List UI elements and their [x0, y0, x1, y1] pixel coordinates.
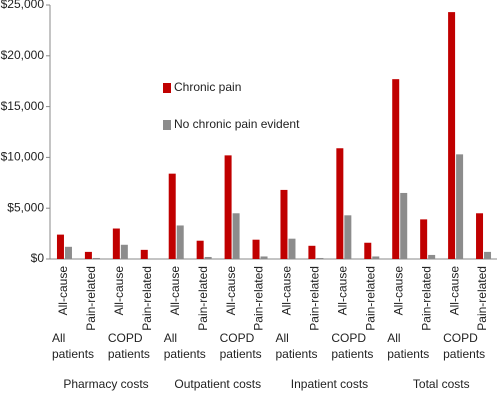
- legend-swatch: [163, 83, 171, 93]
- subgroup-label: COPD patients: [443, 331, 486, 361]
- x-tick-label: Pain-related: [475, 266, 489, 331]
- y-tick-label: $10,000: [1, 150, 45, 164]
- subgroup-label: All patients: [275, 331, 318, 361]
- x-tick-label: All-cause: [168, 266, 182, 316]
- x-tick-label: Pain-related: [196, 266, 210, 331]
- legend-swatch: [163, 120, 171, 130]
- bar: [204, 256, 212, 259]
- bar: [92, 257, 100, 259]
- bar: [484, 251, 492, 259]
- x-tick-label: Pain-related: [140, 266, 154, 331]
- x-tick-label: All-cause: [391, 266, 405, 316]
- bar: [112, 228, 120, 259]
- x-tick-label: All-cause: [447, 266, 461, 316]
- x-tick-label: All-cause: [112, 266, 126, 316]
- subgroup-label: All patients: [163, 331, 206, 361]
- group-label: Outpatient costs: [174, 377, 262, 391]
- bar: [344, 215, 352, 259]
- bar: [420, 219, 428, 259]
- x-tick-label: All-cause: [224, 266, 238, 316]
- bar: [84, 251, 92, 259]
- legend-label: No chronic pain evident: [174, 117, 300, 131]
- x-tick-label: Pain-related: [84, 266, 98, 331]
- x-tick-label: Pain-related: [419, 266, 433, 331]
- x-tick-label: Pain-related: [363, 266, 377, 331]
- bar: [280, 189, 288, 259]
- bar: [392, 79, 400, 259]
- x-tick-label: Pain-related: [308, 266, 322, 331]
- bar: [400, 192, 408, 259]
- bar: [176, 225, 184, 259]
- bar: [456, 154, 464, 259]
- bar: [148, 258, 156, 259]
- group-label: Total costs: [412, 377, 470, 391]
- bar: [428, 254, 436, 259]
- bar: [476, 213, 484, 259]
- bar: [224, 155, 232, 259]
- bar: [64, 246, 72, 259]
- bar: [364, 242, 372, 259]
- bar: [232, 213, 240, 259]
- subgroup-label: COPD patients: [331, 331, 374, 361]
- y-tick-label: $15,000: [1, 99, 45, 113]
- y-tick-label: $20,000: [1, 48, 45, 62]
- subgroup-label: COPD patients: [107, 331, 150, 361]
- bar: [316, 257, 324, 259]
- group-label: Pharmacy costs: [63, 377, 149, 391]
- bar: [260, 256, 268, 259]
- bar: [168, 173, 176, 259]
- legend-label: Chronic pain: [174, 80, 241, 94]
- subgroup-label: COPD patients: [219, 331, 262, 361]
- bar: [308, 245, 316, 259]
- y-tick-label: $5,000: [7, 200, 44, 214]
- y-tick-label: $0: [31, 251, 45, 265]
- y-tick-label: $25,000: [1, 0, 45, 11]
- bar: [120, 244, 128, 259]
- x-tick-label: All-cause: [336, 266, 350, 316]
- bar: [140, 249, 148, 259]
- x-tick-label: Pain-related: [252, 266, 266, 331]
- group-label: Inpatient costs: [290, 377, 369, 391]
- bar: [56, 234, 64, 259]
- x-tick-label: All-cause: [56, 266, 70, 316]
- bar: [196, 240, 204, 259]
- bar: [288, 238, 296, 259]
- subgroup-label: All patients: [387, 331, 430, 361]
- x-tick-label: All-cause: [280, 266, 294, 316]
- bar: [336, 148, 344, 259]
- bar: [372, 256, 380, 259]
- bar: [252, 239, 260, 259]
- subgroup-label: All patients: [52, 331, 95, 361]
- bar: [448, 12, 456, 259]
